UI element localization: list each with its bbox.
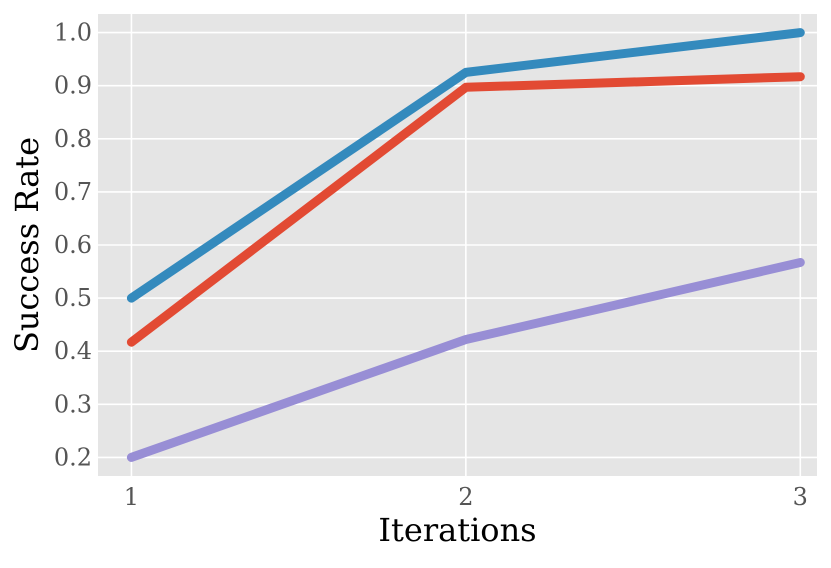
y-tick-label: 0.2 — [54, 443, 92, 471]
x-tick-label: 3 — [793, 483, 808, 511]
x-tick-label: 2 — [458, 483, 473, 511]
grid-lines — [98, 14, 817, 476]
y-axis-label: Success Rate — [8, 137, 46, 353]
y-tick-label: 0.6 — [54, 231, 92, 259]
series-line-3 — [126, 258, 805, 462]
y-tick-label: 0.7 — [54, 178, 92, 206]
series-lines — [126, 28, 805, 462]
y-tick-labels: 0.2 0.3 0.4 0.5 0.6 0.7 0.8 0.9 1.0 — [54, 19, 92, 472]
y-tick-label: 0.9 — [54, 72, 92, 100]
y-tick-label: 0.5 — [54, 284, 92, 312]
series-line-1 — [126, 28, 805, 303]
y-tick-label: 0.4 — [54, 337, 92, 365]
x-axis-label: Iterations — [378, 511, 536, 549]
x-tick-labels: 1 2 3 — [124, 483, 808, 511]
x-tick-label: 1 — [124, 483, 139, 511]
series-line-2 — [126, 72, 805, 347]
y-tick-label: 0.3 — [54, 390, 92, 418]
y-tick-label: 1.0 — [54, 19, 92, 47]
y-tick-label: 0.8 — [54, 125, 92, 153]
